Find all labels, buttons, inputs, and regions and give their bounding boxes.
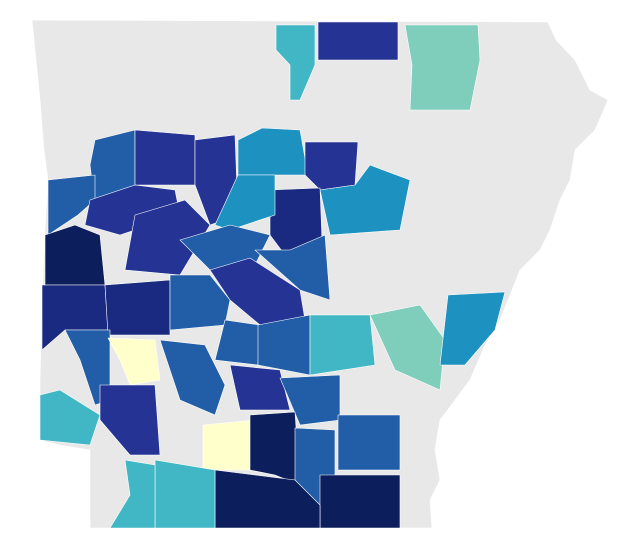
county <box>439 291 506 366</box>
county <box>257 314 311 376</box>
county <box>229 364 291 411</box>
county <box>317 21 399 61</box>
county <box>154 459 216 529</box>
county <box>109 459 156 529</box>
county <box>107 337 161 386</box>
county <box>99 384 161 456</box>
county <box>304 141 359 191</box>
county <box>319 164 411 236</box>
county <box>159 339 226 416</box>
county <box>104 279 171 336</box>
county <box>44 224 106 286</box>
county <box>202 419 256 471</box>
county <box>404 24 481 111</box>
county <box>337 414 401 471</box>
county <box>134 129 196 186</box>
county <box>214 174 276 231</box>
county <box>237 127 309 176</box>
county <box>309 314 376 376</box>
county <box>319 474 401 529</box>
county <box>275 24 316 101</box>
county <box>39 389 101 446</box>
county <box>47 174 96 236</box>
county <box>169 274 231 331</box>
county <box>254 234 331 301</box>
